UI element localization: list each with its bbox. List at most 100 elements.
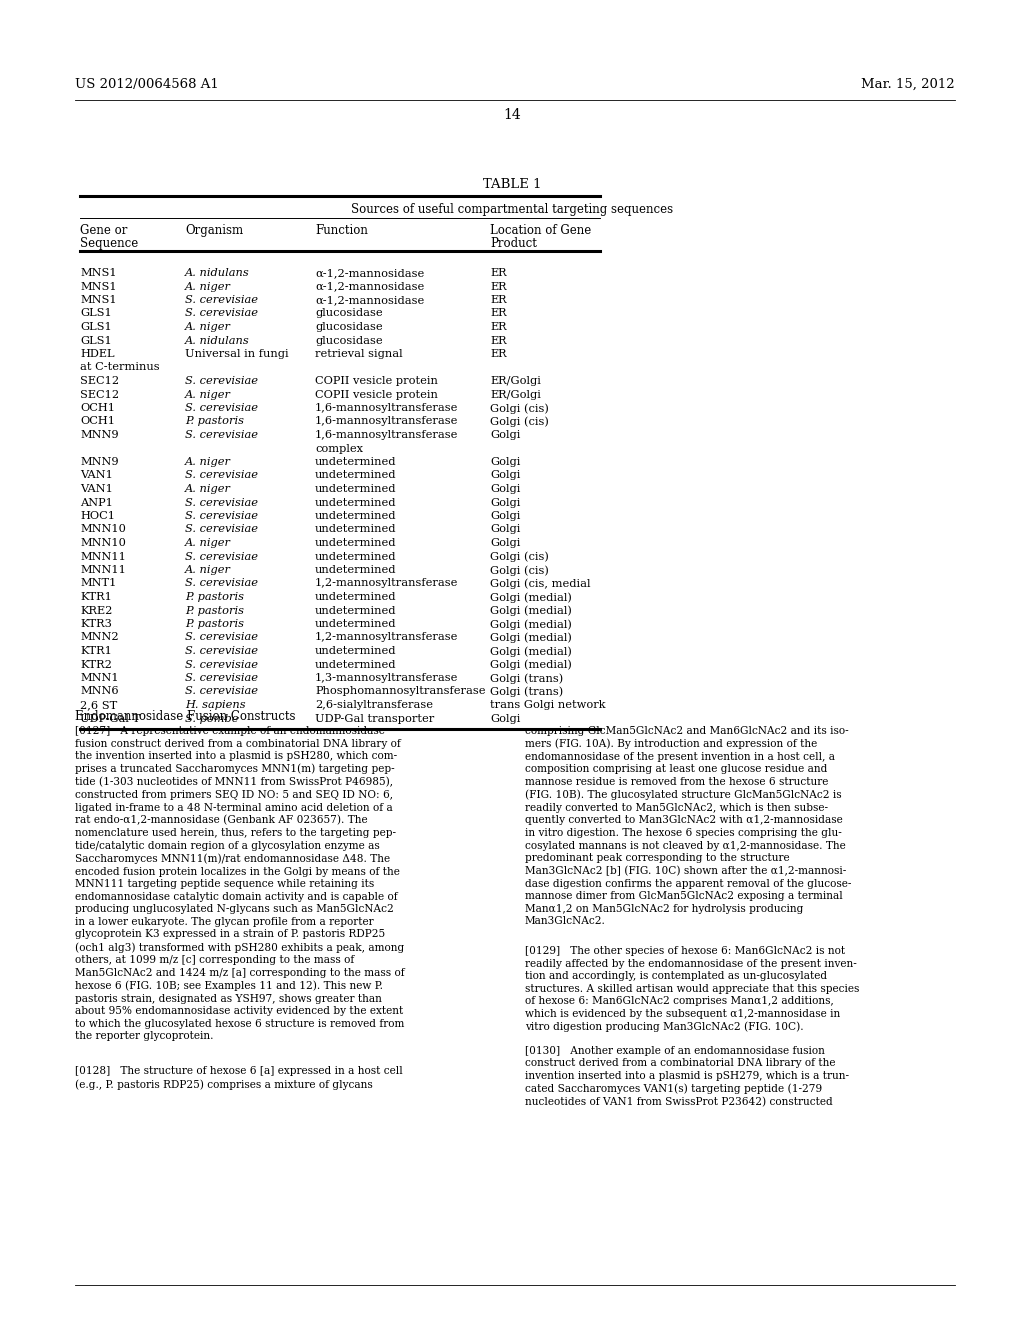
- Text: Golgi (medial): Golgi (medial): [490, 632, 571, 643]
- Text: A. niger: A. niger: [185, 389, 231, 400]
- Text: [0129]   The other species of hexose 6: Man6GlcNAc2 is not
readily affected by t: [0129] The other species of hexose 6: Ma…: [525, 946, 859, 1032]
- Text: undetermined: undetermined: [315, 470, 396, 480]
- Text: KTR1: KTR1: [80, 645, 112, 656]
- Text: [0128]   The structure of hexose 6 [a] expressed in a host cell
(e.g., P. pastor: [0128] The structure of hexose 6 [a] exp…: [75, 1067, 402, 1089]
- Text: undetermined: undetermined: [315, 484, 396, 494]
- Text: Golgi (medial): Golgi (medial): [490, 660, 571, 671]
- Text: A. niger: A. niger: [185, 539, 231, 548]
- Text: glucosidase: glucosidase: [315, 335, 383, 346]
- Text: undetermined: undetermined: [315, 619, 396, 630]
- Text: ER: ER: [490, 335, 507, 346]
- Text: α-1,2-mannosidase: α-1,2-mannosidase: [315, 281, 424, 292]
- Text: TABLE 1: TABLE 1: [482, 178, 542, 191]
- Text: 1,6-mannosyltransferase: 1,6-mannosyltransferase: [315, 417, 459, 426]
- Text: Sources of useful compartmental targeting sequences: Sources of useful compartmental targetin…: [351, 203, 673, 216]
- Text: ER/Golgi: ER/Golgi: [490, 376, 541, 385]
- Text: MNN11: MNN11: [80, 565, 126, 576]
- Text: H. sapiens: H. sapiens: [185, 700, 246, 710]
- Text: undetermined: undetermined: [315, 606, 396, 615]
- Text: ER: ER: [490, 309, 507, 318]
- Text: S. cerevisiae: S. cerevisiae: [185, 511, 258, 521]
- Text: S. cerevisiae: S. cerevisiae: [185, 578, 258, 589]
- Text: S. cerevisiae: S. cerevisiae: [185, 294, 258, 305]
- Text: undetermined: undetermined: [315, 660, 396, 669]
- Text: Golgi (cis): Golgi (cis): [490, 403, 549, 413]
- Text: Golgi (trans): Golgi (trans): [490, 673, 563, 684]
- Text: MNN11: MNN11: [80, 552, 126, 561]
- Text: Golgi: Golgi: [490, 484, 520, 494]
- Text: Golgi: Golgi: [490, 524, 520, 535]
- Text: S. cerevisiae: S. cerevisiae: [185, 673, 258, 682]
- Text: Golgi (cis): Golgi (cis): [490, 552, 549, 562]
- Text: S. cerevisiae: S. cerevisiae: [185, 470, 258, 480]
- Text: KTR1: KTR1: [80, 591, 112, 602]
- Text: 14: 14: [503, 108, 521, 121]
- Text: Golgi: Golgi: [490, 714, 520, 723]
- Text: SEC12: SEC12: [80, 389, 119, 400]
- Text: GLS1: GLS1: [80, 309, 112, 318]
- Text: P. pastoris: P. pastoris: [185, 417, 244, 426]
- Text: [0127]   A representative example of an endomannosidase
fusion construct derived: [0127] A representative example of an en…: [75, 726, 404, 1041]
- Text: MNN6: MNN6: [80, 686, 119, 697]
- Text: KRE2: KRE2: [80, 606, 113, 615]
- Text: S. cerevisiae: S. cerevisiae: [185, 403, 258, 413]
- Text: COPII vesicle protein: COPII vesicle protein: [315, 376, 438, 385]
- Text: KTR2: KTR2: [80, 660, 112, 669]
- Text: Golgi: Golgi: [490, 498, 520, 507]
- Text: α-1,2-mannosidase: α-1,2-mannosidase: [315, 294, 424, 305]
- Text: MNN10: MNN10: [80, 524, 126, 535]
- Text: HDEL: HDEL: [80, 348, 115, 359]
- Text: HOC1: HOC1: [80, 511, 115, 521]
- Text: glucosidase: glucosidase: [315, 322, 383, 333]
- Text: A. niger: A. niger: [185, 281, 231, 292]
- Text: MNS1: MNS1: [80, 294, 117, 305]
- Text: P. pastoris: P. pastoris: [185, 606, 244, 615]
- Text: S. cerevisiae: S. cerevisiae: [185, 309, 258, 318]
- Text: S. cerevisiae: S. cerevisiae: [185, 376, 258, 385]
- Text: Golgi (medial): Golgi (medial): [490, 619, 571, 630]
- Text: MNS1: MNS1: [80, 281, 117, 292]
- Text: ANP1: ANP1: [80, 498, 113, 507]
- Text: 2,6 ST: 2,6 ST: [80, 700, 118, 710]
- Text: S. cerevisiae: S. cerevisiae: [185, 632, 258, 643]
- Text: ER: ER: [490, 268, 507, 279]
- Text: undetermined: undetermined: [315, 591, 396, 602]
- Text: 1,2-mannosyltransferase: 1,2-mannosyltransferase: [315, 632, 459, 643]
- Text: S. cerevisiae: S. cerevisiae: [185, 552, 258, 561]
- Text: undetermined: undetermined: [315, 524, 396, 535]
- Text: S. cerevisiae: S. cerevisiae: [185, 498, 258, 507]
- Text: Location of Gene: Location of Gene: [490, 224, 591, 238]
- Text: US 2012/0064568 A1: US 2012/0064568 A1: [75, 78, 219, 91]
- Text: 1,6-mannosyltransferase: 1,6-mannosyltransferase: [315, 430, 459, 440]
- Text: S. cerevisiae: S. cerevisiae: [185, 660, 258, 669]
- Text: UDP-Gal T: UDP-Gal T: [80, 714, 140, 723]
- Text: 1,3-mannosyltransferase: 1,3-mannosyltransferase: [315, 673, 459, 682]
- Text: MNN9: MNN9: [80, 457, 119, 467]
- Text: Golgi (medial): Golgi (medial): [490, 645, 571, 656]
- Text: Golgi (cis, medial: Golgi (cis, medial: [490, 578, 591, 589]
- Text: COPII vesicle protein: COPII vesicle protein: [315, 389, 438, 400]
- Text: Gene or: Gene or: [80, 224, 127, 238]
- Text: Sequence: Sequence: [80, 238, 138, 249]
- Text: OCH1: OCH1: [80, 403, 115, 413]
- Text: undetermined: undetermined: [315, 539, 396, 548]
- Text: undetermined: undetermined: [315, 645, 396, 656]
- Text: 1,6-mannosyltransferase: 1,6-mannosyltransferase: [315, 403, 459, 413]
- Text: undetermined: undetermined: [315, 565, 396, 576]
- Text: Golgi: Golgi: [490, 457, 520, 467]
- Text: UDP-Gal transporter: UDP-Gal transporter: [315, 714, 434, 723]
- Text: KTR3: KTR3: [80, 619, 112, 630]
- Text: P. pastoris: P. pastoris: [185, 619, 244, 630]
- Text: MNT1: MNT1: [80, 578, 117, 589]
- Text: SEC12: SEC12: [80, 376, 119, 385]
- Text: ER: ER: [490, 294, 507, 305]
- Text: Golgi: Golgi: [490, 539, 520, 548]
- Text: [0130]   Another example of an endomannosidase fusion
construct derived from a c: [0130] Another example of an endomannosi…: [525, 1045, 849, 1107]
- Text: ER/Golgi: ER/Golgi: [490, 389, 541, 400]
- Text: Golgi: Golgi: [490, 470, 520, 480]
- Text: Endomannosidase Fusion Constructs: Endomannosidase Fusion Constructs: [75, 710, 296, 723]
- Text: MNN10: MNN10: [80, 539, 126, 548]
- Text: at C-terminus: at C-terminus: [80, 363, 160, 372]
- Text: VAN1: VAN1: [80, 484, 113, 494]
- Text: ER: ER: [490, 322, 507, 333]
